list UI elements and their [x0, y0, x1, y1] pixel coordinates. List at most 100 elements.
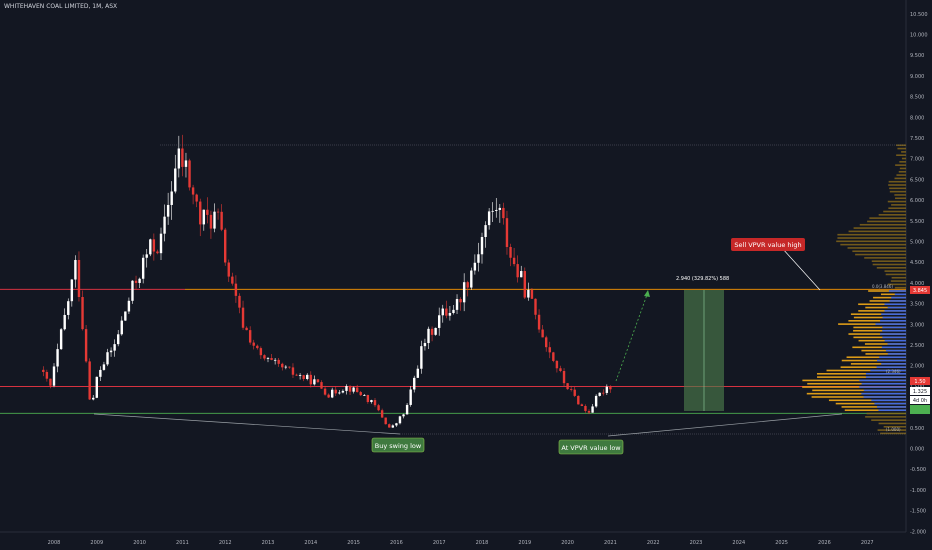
vp-bar: [841, 359, 906, 362]
price-tag-support-text: 1.50: [914, 379, 925, 385]
callout-vpvr-text: At VPVR value low: [561, 444, 621, 452]
candle-body: [352, 387, 355, 392]
callout-vpvr-low[interactable]: At VPVR value low: [558, 439, 624, 455]
vp-bar-blue: [870, 369, 906, 372]
y-tick-label: -2.000: [910, 529, 926, 535]
vp-bar: [865, 306, 906, 309]
vp-bar: [869, 300, 906, 302]
candle-body: [306, 374, 309, 379]
candle-body: [213, 211, 216, 229]
y-tick-label: 2.000: [910, 364, 924, 370]
candle-body: [52, 366, 56, 386]
vp-bar: [878, 214, 906, 216]
candle-body: [355, 387, 359, 393]
vp-label-top: 0.0(3.846): [872, 284, 893, 289]
candle-body: [202, 209, 205, 225]
candle-body: [416, 368, 419, 378]
vp-bar: [889, 187, 906, 190]
vp-bar-blue: [887, 343, 906, 345]
candle-body: [434, 327, 437, 335]
y-tick-label: 6.500: [910, 177, 924, 183]
price-tag-resistance-text: 3.845: [913, 288, 927, 294]
candle-body: [273, 359, 277, 361]
vp-bar: [848, 320, 906, 322]
candle-body: [81, 297, 84, 330]
vp-bar: [841, 406, 906, 408]
y-tick-label: 2.500: [910, 343, 924, 349]
candle-body: [166, 204, 170, 217]
y-tick-label: 0.000: [910, 447, 924, 453]
candle-body: [177, 148, 181, 169]
candle-body: [323, 388, 327, 395]
candle-body: [259, 348, 263, 356]
vp-bar-blue: [865, 376, 906, 378]
candle-body: [395, 423, 398, 426]
vp-bar: [837, 237, 906, 239]
candle-body: [537, 314, 541, 330]
vp-bar: [883, 425, 906, 428]
candle-body: [487, 211, 491, 226]
candle-body: [170, 191, 173, 205]
vp-bar-blue: [876, 406, 906, 408]
x-tick-label: 2020: [561, 540, 574, 546]
vp-bar: [878, 422, 906, 425]
candle-body: [438, 315, 441, 328]
x-tick-label: 2011: [176, 540, 189, 546]
vp-bar-blue: [861, 392, 906, 395]
vp-bar: [894, 177, 906, 180]
candle-body: [288, 366, 291, 368]
candle-body: [145, 254, 148, 258]
vp-bar: [864, 257, 906, 259]
vp-bar: [838, 323, 906, 325]
vp-bar: [802, 386, 906, 388]
measure-tool[interactable]: 2.940 (329.82%) 588: [676, 276, 729, 411]
vp-bar: [901, 157, 906, 160]
candle-body: [231, 276, 234, 284]
x-tick-label: 2013: [262, 540, 275, 546]
candle-body: [67, 301, 70, 315]
price-tag-last-text: 1.325: [913, 389, 927, 395]
candle-body: [302, 375, 305, 379]
vp-bar: [891, 276, 906, 279]
candle-body: [448, 313, 452, 316]
price-axis[interactable]: 10.500 10.000 9.500 9.000 8.500 8.000 7.500 7.0…: [910, 12, 928, 536]
vp-bar: [899, 161, 906, 163]
candle-body: [466, 282, 469, 288]
candle-body: [45, 371, 49, 379]
y-tick-label: 10.000: [910, 33, 928, 39]
candle-body: [480, 237, 484, 255]
chart-title: WHITEHAVEN COAL LIMITED, 1M, ASX: [4, 3, 117, 10]
vp-bar: [806, 392, 906, 395]
candle-body: [124, 311, 127, 321]
candle-body: [88, 361, 91, 400]
vp-bar-blue: [888, 290, 906, 292]
candle-body: [363, 394, 366, 396]
swing-trendline-left: [93, 413, 401, 435]
vp-bar-blue: [878, 409, 906, 412]
vp-label-mid: (2.346): [886, 369, 901, 374]
vp-bar-blue: [880, 333, 906, 335]
vp-bar: [865, 353, 906, 355]
candle-body: [452, 309, 455, 314]
vp-bar: [877, 429, 906, 431]
price-tag-support: 1.50: [910, 377, 930, 385]
candle-body: [530, 289, 534, 299]
y-tick-label: -1.500: [910, 509, 926, 515]
candle-body: [345, 386, 348, 391]
vp-bar-blue: [859, 386, 906, 388]
vp-bar: [869, 217, 906, 219]
callout-buy[interactable]: Buy swing low: [371, 437, 425, 453]
vp-bar-blue: [881, 313, 906, 315]
x-tick-label: 2014: [304, 540, 317, 546]
price-tag-resistance: 3.845: [910, 286, 930, 294]
time-axis[interactable]: 2008 2009 2010 2011 2012 2013 2014 2015 2016 2017…: [48, 540, 874, 546]
vp-bar: [896, 154, 906, 157]
vp-bar-blue: [871, 399, 906, 402]
callout-sell[interactable]: Sell VPVR value high: [731, 238, 821, 291]
vp-bar: [871, 260, 906, 262]
candle-body: [49, 378, 52, 386]
candle-body: [281, 363, 284, 368]
y-tick-label: 5.000: [910, 240, 924, 246]
vp-bar-blue: [887, 353, 906, 355]
